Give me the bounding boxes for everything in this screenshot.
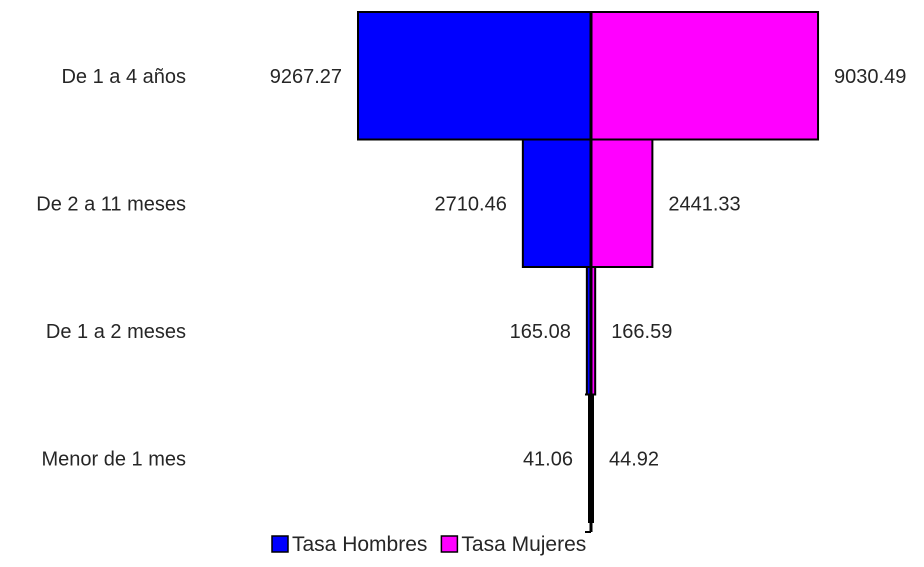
legend-label-tasa-mujeres: Tasa Mujeres — [461, 533, 586, 556]
legend-label-tasa-hombres: Tasa Hombres — [292, 533, 427, 556]
category-label-de-1-a-2-meses: De 1 a 2 meses — [46, 321, 186, 343]
value-label-hombres-de-1-a-2-meses: 165.08 — [510, 321, 571, 343]
bar-hombres-de-2-a-11-meses — [521, 138, 593, 268]
bars-group — [357, 11, 820, 533]
value-label-mujeres-de-2-a-11-meses: 2441.33 — [668, 193, 740, 215]
legend-swatch-tasa-hombres — [271, 535, 289, 553]
value-label-hombres-de-1-a-4-anos: 9267.27 — [270, 66, 342, 88]
category-label-de-2-a-11-meses: De 2 a 11 meses — [36, 193, 186, 215]
legend: Tasa Hombres Tasa Mujeres — [271, 533, 586, 556]
value-label-hombres-de-2-a-11-meses: 2710.46 — [435, 193, 507, 215]
bar-hombres-de-1-a-4-anos — [357, 11, 592, 141]
bar-mujeres-de-2-a-11-meses — [590, 138, 654, 268]
legend-swatch-tasa-mujeres — [440, 535, 459, 553]
value-label-mujeres-de-1-a-2-meses: 166.59 — [611, 321, 672, 343]
value-label-hombres-menor-de-1-mes: 41.06 — [523, 448, 573, 470]
category-label-menor-de-1-mes: Menor de 1 mes — [41, 448, 186, 470]
value-label-mujeres-de-1-a-4-anos: 9030.49 — [834, 66, 906, 88]
bar-mujeres-de-1-a-4-anos — [590, 11, 820, 141]
category-label-de-1-a-4-anos: De 1 a 4 años — [61, 66, 186, 88]
labels-group: De 1 a 4 años 9267.27 9030.49 De 2 a 11 mes… — [36, 66, 906, 471]
value-label-mujeres-menor-de-1-mes: 44.92 — [609, 448, 659, 470]
